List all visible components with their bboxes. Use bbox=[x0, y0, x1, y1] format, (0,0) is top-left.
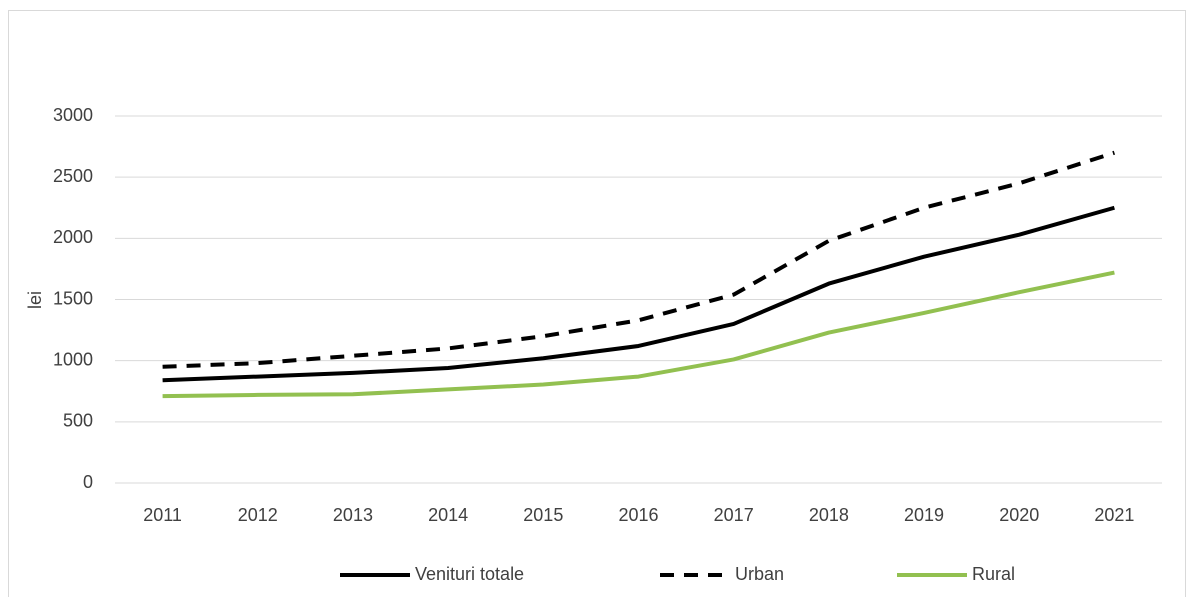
x-tick-label: 2016 bbox=[618, 505, 658, 525]
y-tick-label: 1000 bbox=[53, 349, 93, 369]
x-tick-label: 2021 bbox=[1094, 505, 1134, 525]
series-line bbox=[162, 150, 1116, 369]
x-tick-label: 2013 bbox=[333, 505, 373, 525]
chart-frame bbox=[8, 10, 1186, 597]
legend-label: Venituri totale bbox=[415, 564, 524, 584]
y-tick-label: 2500 bbox=[53, 166, 93, 186]
x-tick-label: 2012 bbox=[238, 505, 278, 525]
y-tick-label: 500 bbox=[63, 411, 93, 431]
legend-label: Urban bbox=[735, 564, 784, 584]
x-tick-label: 2014 bbox=[428, 505, 468, 525]
x-tick-label: 2020 bbox=[999, 505, 1039, 525]
y-tick-label: 0 bbox=[83, 472, 93, 492]
x-tick-label: 2017 bbox=[714, 505, 754, 525]
series-line bbox=[162, 205, 1115, 383]
series-line bbox=[162, 270, 1115, 399]
y-tick-label: 2000 bbox=[53, 227, 93, 247]
x-tick-label: 2015 bbox=[523, 505, 563, 525]
y-tick-label: 1500 bbox=[53, 288, 93, 308]
x-tick-label: 2019 bbox=[904, 505, 944, 525]
y-axis-label: lei bbox=[25, 291, 45, 309]
x-tick-label: 2011 bbox=[143, 505, 182, 525]
legend-label: Rural bbox=[972, 564, 1015, 584]
x-tick-label: 2018 bbox=[809, 505, 849, 525]
y-tick-label: 3000 bbox=[53, 105, 93, 125]
